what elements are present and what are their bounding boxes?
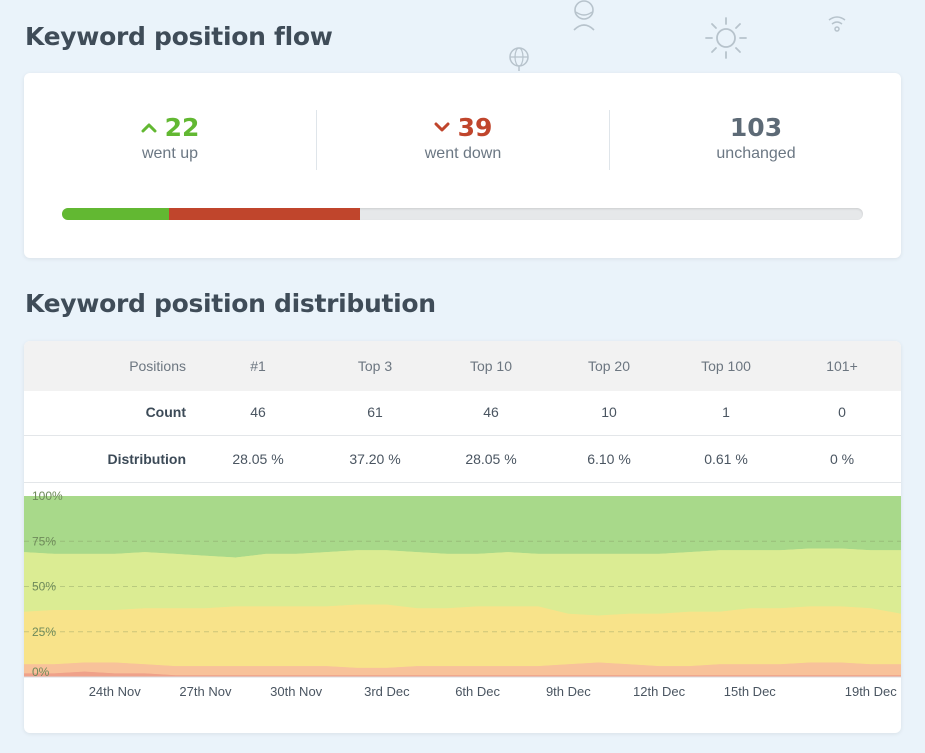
header-cell: Top 10: [469, 358, 513, 374]
chart-area-band: [24, 671, 901, 677]
divider: [316, 110, 317, 170]
table-cell: 61: [367, 404, 383, 420]
row-label: Count: [145, 404, 186, 420]
table-cell: 46: [483, 404, 499, 420]
x-tick-label: 3rd Dec: [364, 684, 410, 699]
y-tick-label: 50%: [32, 580, 56, 594]
table-cell: 28.05 %: [465, 451, 517, 467]
went-down-label: went down: [424, 145, 502, 162]
divider: [609, 110, 610, 170]
header-cell: 101+: [826, 358, 858, 374]
row-label: Distribution: [107, 451, 186, 467]
x-tick-label: 24th Nov: [89, 684, 142, 699]
table-cell: 1: [722, 404, 730, 420]
table-cell: 6.10 %: [587, 451, 631, 467]
chart-area-band: [24, 662, 901, 676]
header-cell: Top 3: [357, 358, 393, 374]
x-tick-label: 19th Dec: [845, 684, 898, 699]
flow-section-title: Keyword position flow: [25, 22, 333, 51]
y-tick-label: 25%: [32, 625, 56, 639]
table-cell: 0.61 %: [704, 451, 748, 467]
x-tick-label: 9th Dec: [546, 684, 591, 699]
table-row-count: Count 46 61 46 10 1 0: [24, 389, 901, 436]
table-row-distribution: Distribution 28.05 % 37.20 % 28.05 % 6.1…: [24, 436, 901, 483]
went-down-count: 39: [457, 113, 493, 142]
chart-area-band: [24, 548, 901, 616]
doodle-wifi-icon: [828, 16, 846, 32]
doodle-globe-icon: [509, 47, 529, 71]
doodle-person-icon: [573, 0, 595, 31]
went-up-count: 22: [164, 113, 200, 142]
unchanged-stat: 103 unchanged: [610, 113, 902, 163]
x-tick-label: 30th Nov: [270, 684, 323, 699]
went-up-stat: 22 went up: [24, 113, 316, 163]
table-cell: 37.20 %: [349, 451, 401, 467]
header-cell: #1: [250, 358, 266, 374]
unchanged-count: 103: [729, 113, 783, 142]
y-tick-label: 75%: [32, 534, 56, 548]
header-cell: Top 100: [701, 358, 751, 374]
chart-area-band: [24, 604, 901, 668]
header-positions-label: Positions: [129, 358, 186, 374]
table-cell: 0 %: [829, 451, 855, 467]
arrow-down-icon: [434, 122, 450, 132]
keyword-distribution-card: Positions #1 Top 3 Top 10 Top 20 Top 100…: [24, 341, 901, 733]
position-flow-bar: [62, 208, 863, 220]
table-cell: 0: [838, 404, 846, 420]
y-tick-label: 0%: [32, 665, 50, 679]
distribution-section-title: Keyword position distribution: [25, 289, 436, 318]
unchanged-label: unchanged: [716, 145, 796, 162]
x-tick-label: 15th Dec: [724, 684, 777, 699]
arrow-up-icon: [141, 123, 157, 133]
position-distribution-chart: 100% 75% 50% 25% 0% 24th Nov 27th Nov 30th Nov 3…: [24, 489, 901, 699]
header-cell: Top 20: [587, 358, 631, 374]
keyword-flow-card: 22 went up 39 went down 103 unchanged: [24, 73, 901, 258]
table-header: Positions #1 Top 3 Top 10 Top 20 Top 100…: [24, 341, 901, 391]
table-cell: 10: [601, 404, 617, 420]
table-cell: 46: [250, 404, 266, 420]
bar-segment-down: [169, 208, 360, 220]
table-cell: 28.05 %: [232, 451, 284, 467]
doodle-sun-icon: [705, 17, 747, 59]
went-up-label: went up: [141, 145, 199, 162]
x-tick-label: 12th Dec: [633, 684, 686, 699]
bar-segment-up: [62, 208, 170, 220]
x-tick-label: 27th Nov: [179, 684, 232, 699]
went-down-stat: 39 went down: [317, 113, 609, 163]
x-tick-label: 6th Dec: [455, 684, 500, 699]
y-tick-label: 100%: [32, 489, 63, 503]
